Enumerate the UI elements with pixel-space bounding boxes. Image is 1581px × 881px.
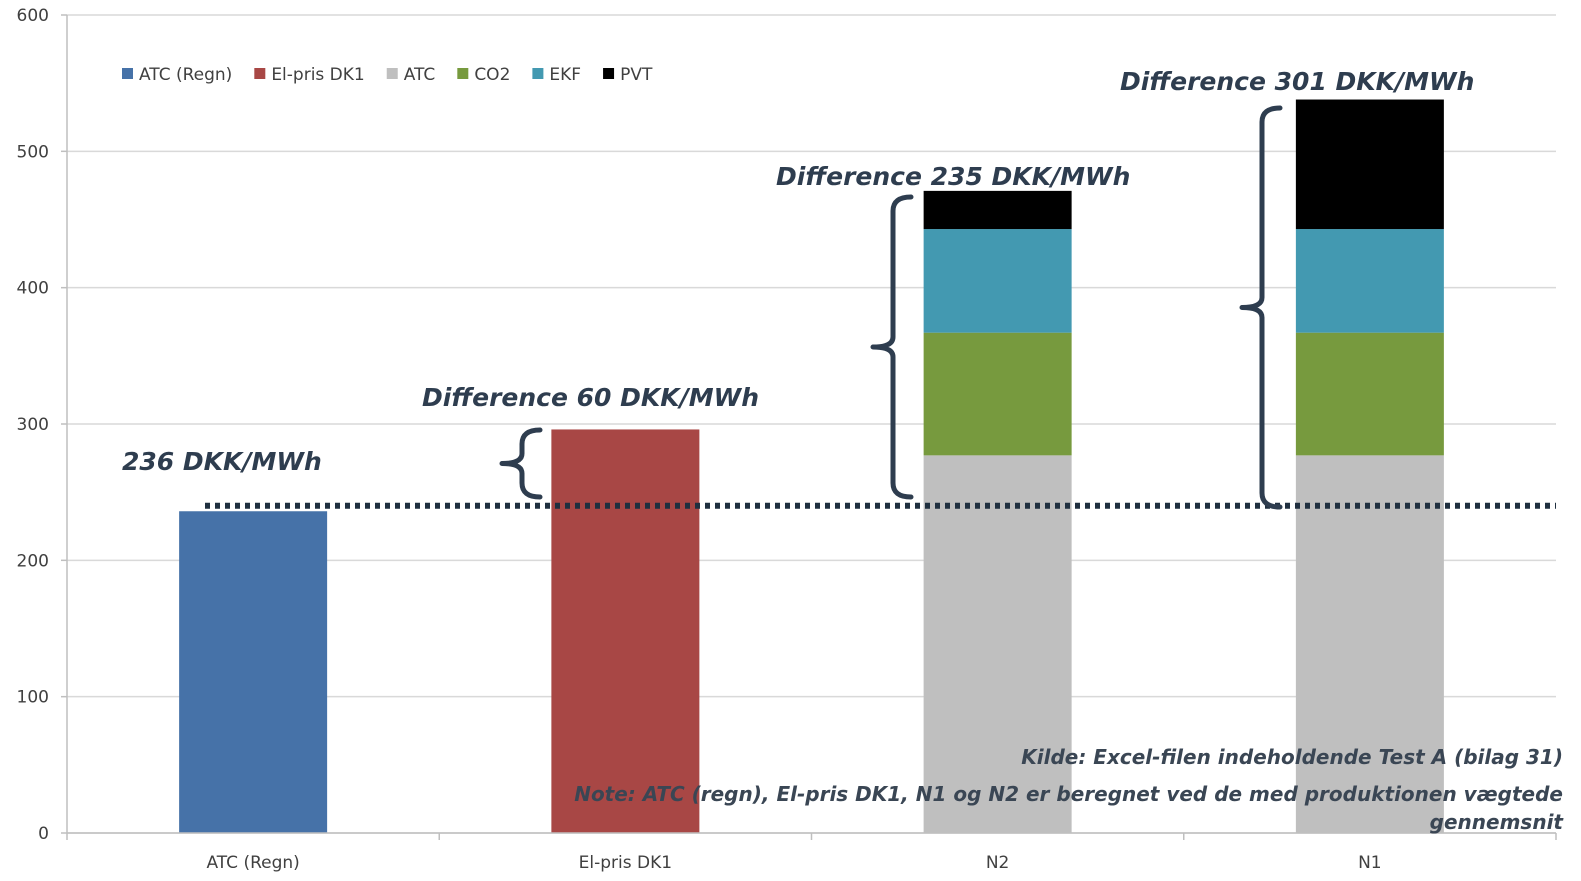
legend-label: EKF xyxy=(549,65,581,85)
bar-segment xyxy=(1295,99,1444,230)
bar-segment xyxy=(551,429,700,833)
baseline-value-label: 236 DKK/MWh xyxy=(122,447,322,476)
legend-label: ATC (Regn) xyxy=(139,65,232,85)
note-line-2: gennemsnit xyxy=(1430,810,1565,834)
y-tick-label: 600 xyxy=(17,6,49,26)
legend-label: PVT xyxy=(620,65,653,85)
brace-elpris xyxy=(499,427,543,500)
legend: ATC (Regn) El-pris DK1 ATC CO2 EKF PVT xyxy=(122,65,653,85)
legend-swatch xyxy=(603,68,615,79)
brace-n1 xyxy=(1239,105,1283,510)
x-tick-label: N2 xyxy=(986,853,1010,873)
note-line-1: Note: ATC (regn), El-pris DK1, N1 og N2 … xyxy=(574,782,1563,806)
y-tick-label: 0 xyxy=(38,824,49,844)
legend-swatch xyxy=(122,68,133,79)
bar-segment xyxy=(923,455,1072,833)
y-tick-label: 500 xyxy=(17,142,49,162)
bar-segment xyxy=(1295,332,1444,456)
x-tick-label: N1 xyxy=(1358,853,1382,873)
difference-elpris-label: Difference 60 DKK/MWh xyxy=(422,383,759,412)
bar-segment xyxy=(923,332,1072,456)
bar-segment xyxy=(1295,229,1444,333)
x-tick-label: ATC (Regn) xyxy=(206,853,299,873)
axis-layer: 0 100 200 300 400 500 600 ATC (Regn) El-pris DK1… xyxy=(17,6,1557,873)
bar-segment xyxy=(923,190,1072,230)
legend-swatch xyxy=(254,68,266,79)
legend-label: CO2 xyxy=(474,65,510,85)
reference-layer xyxy=(205,105,1556,510)
bar-segment xyxy=(923,229,1072,333)
y-tick-label: 100 xyxy=(17,688,49,708)
legend-label: El-pris DK1 xyxy=(271,65,364,85)
bars-layer xyxy=(179,99,1444,833)
source-note: Kilde: Excel-filen indeholdende Test A (… xyxy=(1021,745,1563,769)
difference-n1-label: Difference 301 DKK/MWh xyxy=(1120,67,1474,96)
legend-label: ATC xyxy=(404,65,436,85)
legend-swatch xyxy=(457,68,469,79)
brace-n2 xyxy=(870,194,914,500)
legend-swatch xyxy=(532,68,544,79)
bar-segment xyxy=(179,511,328,833)
bar-segment xyxy=(1295,455,1444,833)
x-tick-label: El-pris DK1 xyxy=(579,853,672,873)
y-tick-label: 400 xyxy=(17,279,49,299)
y-tick-label: 200 xyxy=(17,551,49,571)
y-tick-label: 300 xyxy=(17,415,49,435)
difference-n2-label: Difference 235 DKK/MWh xyxy=(776,162,1130,191)
legend-swatch xyxy=(386,68,398,79)
